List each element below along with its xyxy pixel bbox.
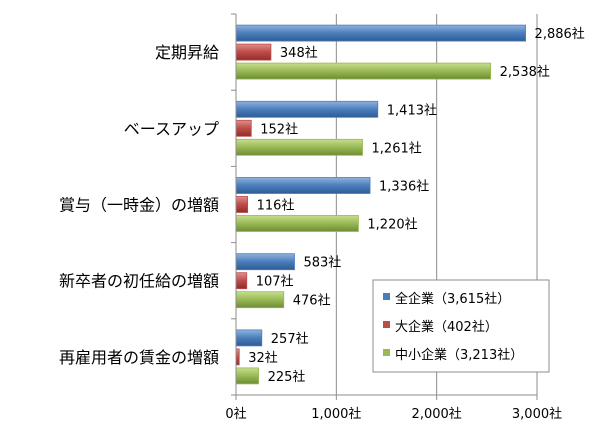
data-label: 1,261社 [372, 140, 422, 156]
legend-label: 全企業（3,615社） [395, 291, 510, 307]
legend-box [372, 279, 550, 373]
legend-swatch [383, 349, 390, 356]
bar [235, 329, 263, 347]
legend-label: 大企業（402社） [395, 319, 498, 335]
bar [235, 253, 295, 271]
bar [235, 215, 359, 232]
data-label: 152社 [260, 121, 298, 137]
data-label: 32社 [248, 350, 278, 366]
x-tick-label: 2,000社 [412, 406, 462, 422]
data-label: 107社 [256, 274, 294, 290]
data-label: 116社 [257, 198, 295, 214]
data-label: 225社 [268, 369, 306, 385]
data-label: 1,336社 [379, 179, 429, 195]
data-label: 2,538社 [500, 64, 550, 80]
x-tick-label: 1,000社 [311, 406, 361, 422]
category-label: 新卒者の初任給の増額 [59, 272, 219, 291]
data-label: 476社 [293, 293, 331, 309]
x-tick-label: 0社 [225, 406, 246, 422]
category-label: 再雇用者の賃金の増額 [59, 348, 219, 367]
bar [235, 138, 363, 156]
legend-swatch [383, 293, 390, 300]
bar [235, 291, 285, 309]
data-label: 348社 [280, 45, 318, 61]
bar [235, 367, 259, 385]
data-label: 2,886社 [535, 26, 585, 42]
bar [235, 272, 248, 290]
category-label: 定期昇給 [155, 43, 219, 62]
bar [235, 43, 272, 61]
category-label: 賞与（一時金）の増額 [59, 196, 219, 215]
bar [235, 24, 526, 42]
category-label: ベースアップ [124, 119, 219, 138]
legend-swatch [383, 321, 390, 328]
data-label: 1,413社 [387, 102, 437, 118]
bar [235, 177, 371, 194]
legend: 全企業（3,615社） 大企業（402社） 中小企業（3,213社） [372, 279, 550, 373]
bar [235, 119, 252, 137]
legend-label: 中小企業（3,213社） [395, 347, 523, 363]
data-labels: 2,886社 348社 2,538社 1,413社 152社 1,261社 1,336社 11… [248, 26, 585, 385]
data-label: 1,220社 [367, 217, 417, 233]
axes: 定期昇給ベースアップ賞与（一時金）の増額新卒者の初任給の増額再雇用者の賃金の増額… [59, 13, 562, 422]
x-tick-label: 3,000社 [512, 406, 562, 422]
bar [235, 100, 379, 118]
data-label: 583社 [303, 255, 341, 271]
bar [235, 196, 249, 213]
bar [235, 62, 492, 80]
data-label: 257社 [271, 331, 309, 347]
